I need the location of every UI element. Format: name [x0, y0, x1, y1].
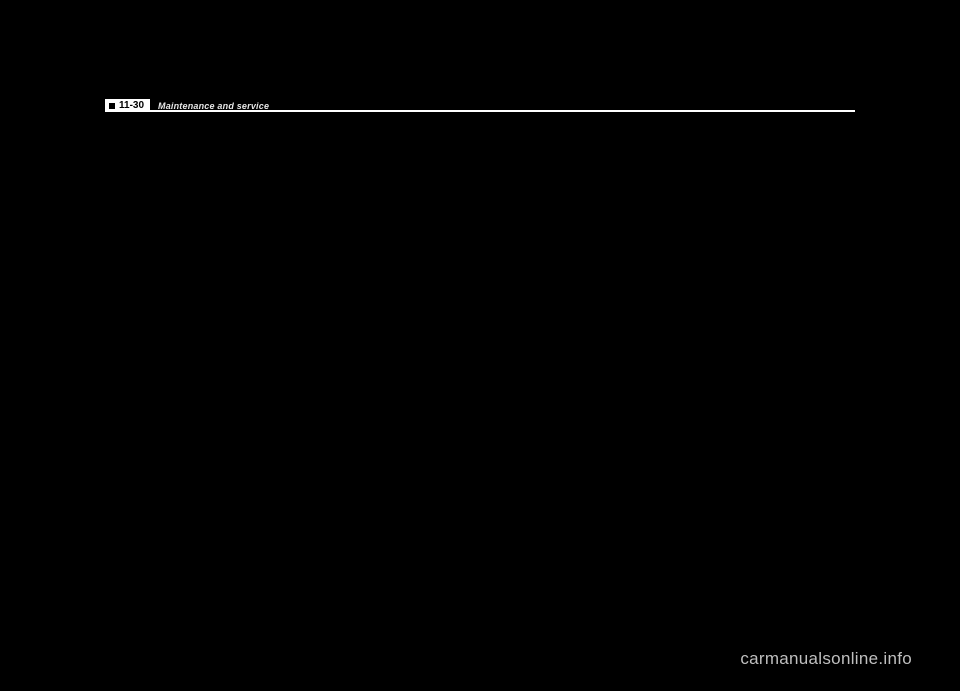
page-number-text: 11-30 [119, 99, 144, 112]
page-number-badge: 11-30 [105, 99, 150, 112]
square-bullet-icon [109, 103, 115, 109]
section-title: Maintenance and service [158, 101, 269, 111]
watermark-text: carmanualsonline.info [740, 649, 912, 669]
